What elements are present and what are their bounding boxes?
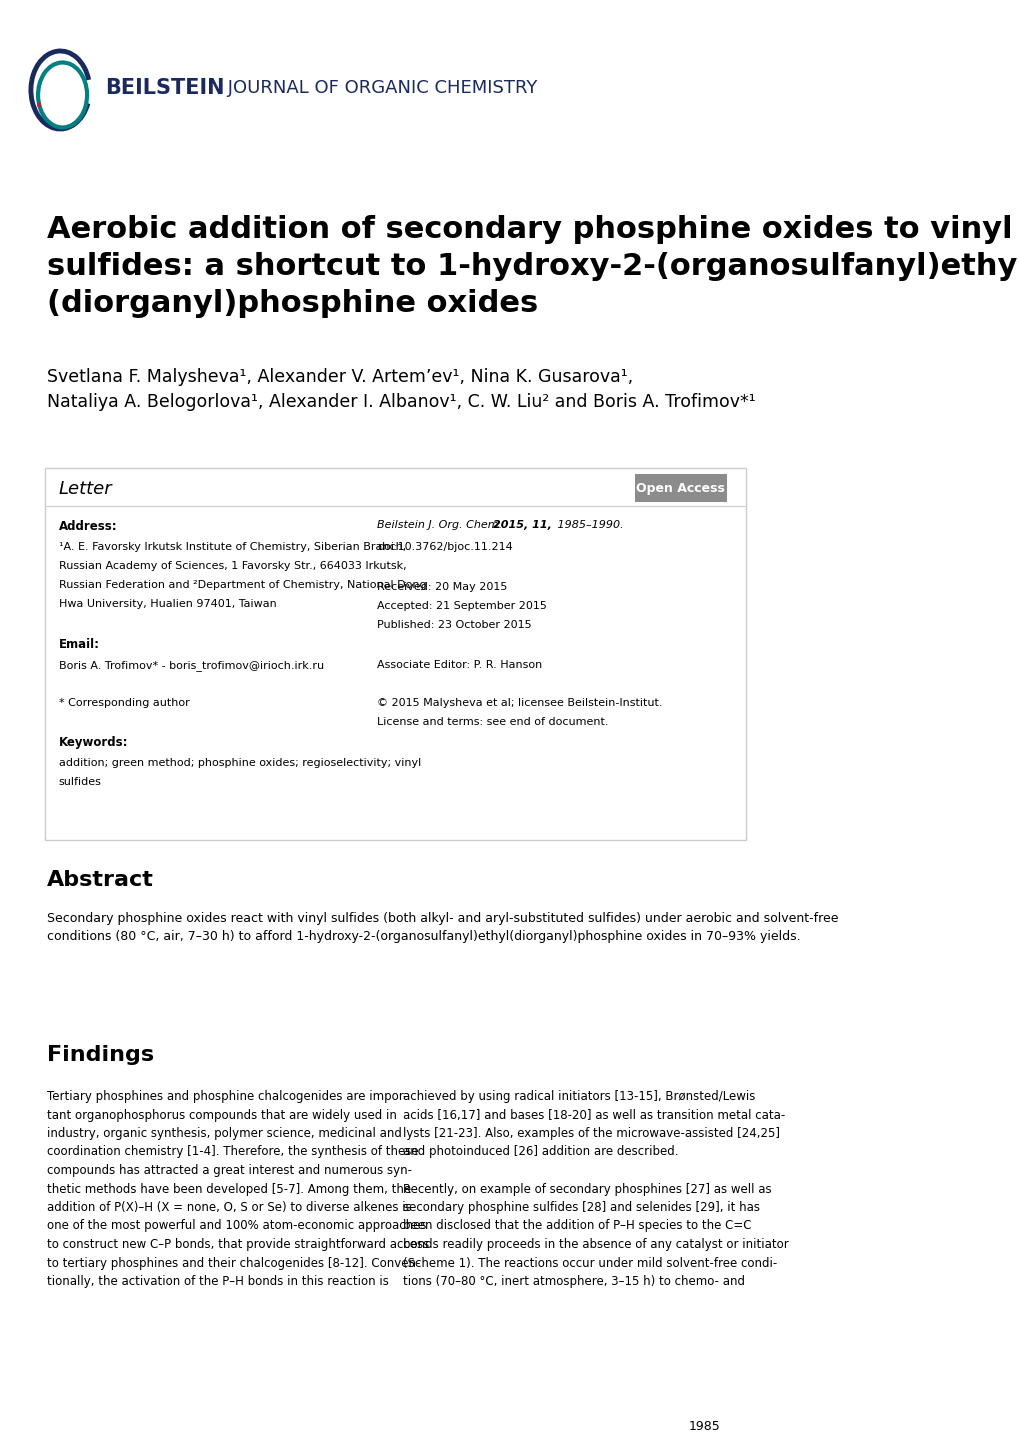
Text: Keywords:: Keywords: [59,736,128,749]
Text: Aerobic addition of secondary phosphine oxides to vinyl
sulfides: a shortcut to : Aerobic addition of secondary phosphine … [47,215,1019,317]
Text: addition; green method; phosphine oxides; regioselectivity; vinyl: addition; green method; phosphine oxides… [59,758,421,768]
Text: 2015, 11,: 2015, 11, [492,519,551,530]
Text: Open Access: Open Access [636,482,725,495]
Text: * Corresponding author: * Corresponding author [59,698,190,709]
Text: Email:: Email: [59,638,100,651]
Text: Russian Academy of Sciences, 1 Favorsky Str., 664033 Irkutsk,: Russian Academy of Sciences, 1 Favorsky … [59,561,406,571]
FancyBboxPatch shape [634,473,726,502]
Text: Abstract: Abstract [47,870,154,890]
Text: Letter: Letter [59,481,112,498]
Text: Hwa University, Hualien 97401, Taiwan: Hwa University, Hualien 97401, Taiwan [59,599,276,609]
Text: Beilstein J. Org. Chem.: Beilstein J. Org. Chem. [377,519,505,530]
Text: Svetlana F. Malysheva¹, Alexander V. Artem’ev¹, Nina K. Gusarova¹,: Svetlana F. Malysheva¹, Alexander V. Art… [47,368,633,385]
Text: Received: 20 May 2015: Received: 20 May 2015 [377,582,506,592]
Text: Associate Editor: P. R. Hanson: Associate Editor: P. R. Hanson [377,659,542,670]
Text: License and terms: see end of document.: License and terms: see end of document. [377,717,608,727]
Text: BEILSTEIN: BEILSTEIN [105,78,225,98]
Text: 1985: 1985 [688,1420,719,1433]
FancyBboxPatch shape [45,468,746,840]
Text: Boris A. Trofimov* - boris_trofimov@irioch.irk.ru: Boris A. Trofimov* - boris_trofimov@irio… [59,659,324,671]
Text: Russian Federation and ²Department of Chemistry, National Dong: Russian Federation and ²Department of Ch… [59,580,426,590]
Text: Findings: Findings [47,1045,154,1065]
Text: © 2015 Malysheva et al; licensee Beilstein-Institut.: © 2015 Malysheva et al; licensee Beilste… [377,698,661,709]
Text: ¹A. E. Favorsky Irkutsk Institute of Chemistry, Siberian Branch,: ¹A. E. Favorsky Irkutsk Institute of Che… [59,543,406,553]
Text: Address:: Address: [59,519,117,532]
Text: Accepted: 21 September 2015: Accepted: 21 September 2015 [377,600,546,610]
Text: sulfides: sulfides [59,776,102,786]
Text: JOURNAL OF ORGANIC CHEMISTRY: JOURNAL OF ORGANIC CHEMISTRY [222,79,537,97]
Text: Secondary phosphine oxides react with vinyl sulfides (both alkyl- and aryl-subst: Secondary phosphine oxides react with vi… [47,912,838,942]
Text: achieved by using radical initiators [13-15], Brønsted/Lewis
acids [16,17] and b: achieved by using radical initiators [13… [403,1089,789,1289]
Text: Nataliya A. Belogorlova¹, Alexander I. Albanov¹, C. W. Liu² and Boris A. Trofimo: Nataliya A. Belogorlova¹, Alexander I. A… [47,392,755,411]
Text: 1985–1990.: 1985–1990. [553,519,623,530]
Text: Published: 23 October 2015: Published: 23 October 2015 [377,620,531,631]
Text: doi:10.3762/bjoc.11.214: doi:10.3762/bjoc.11.214 [377,543,513,553]
Text: Tertiary phosphines and phosphine chalcogenides are impor-
tant organophosphorus: Tertiary phosphines and phosphine chalco… [47,1089,429,1289]
